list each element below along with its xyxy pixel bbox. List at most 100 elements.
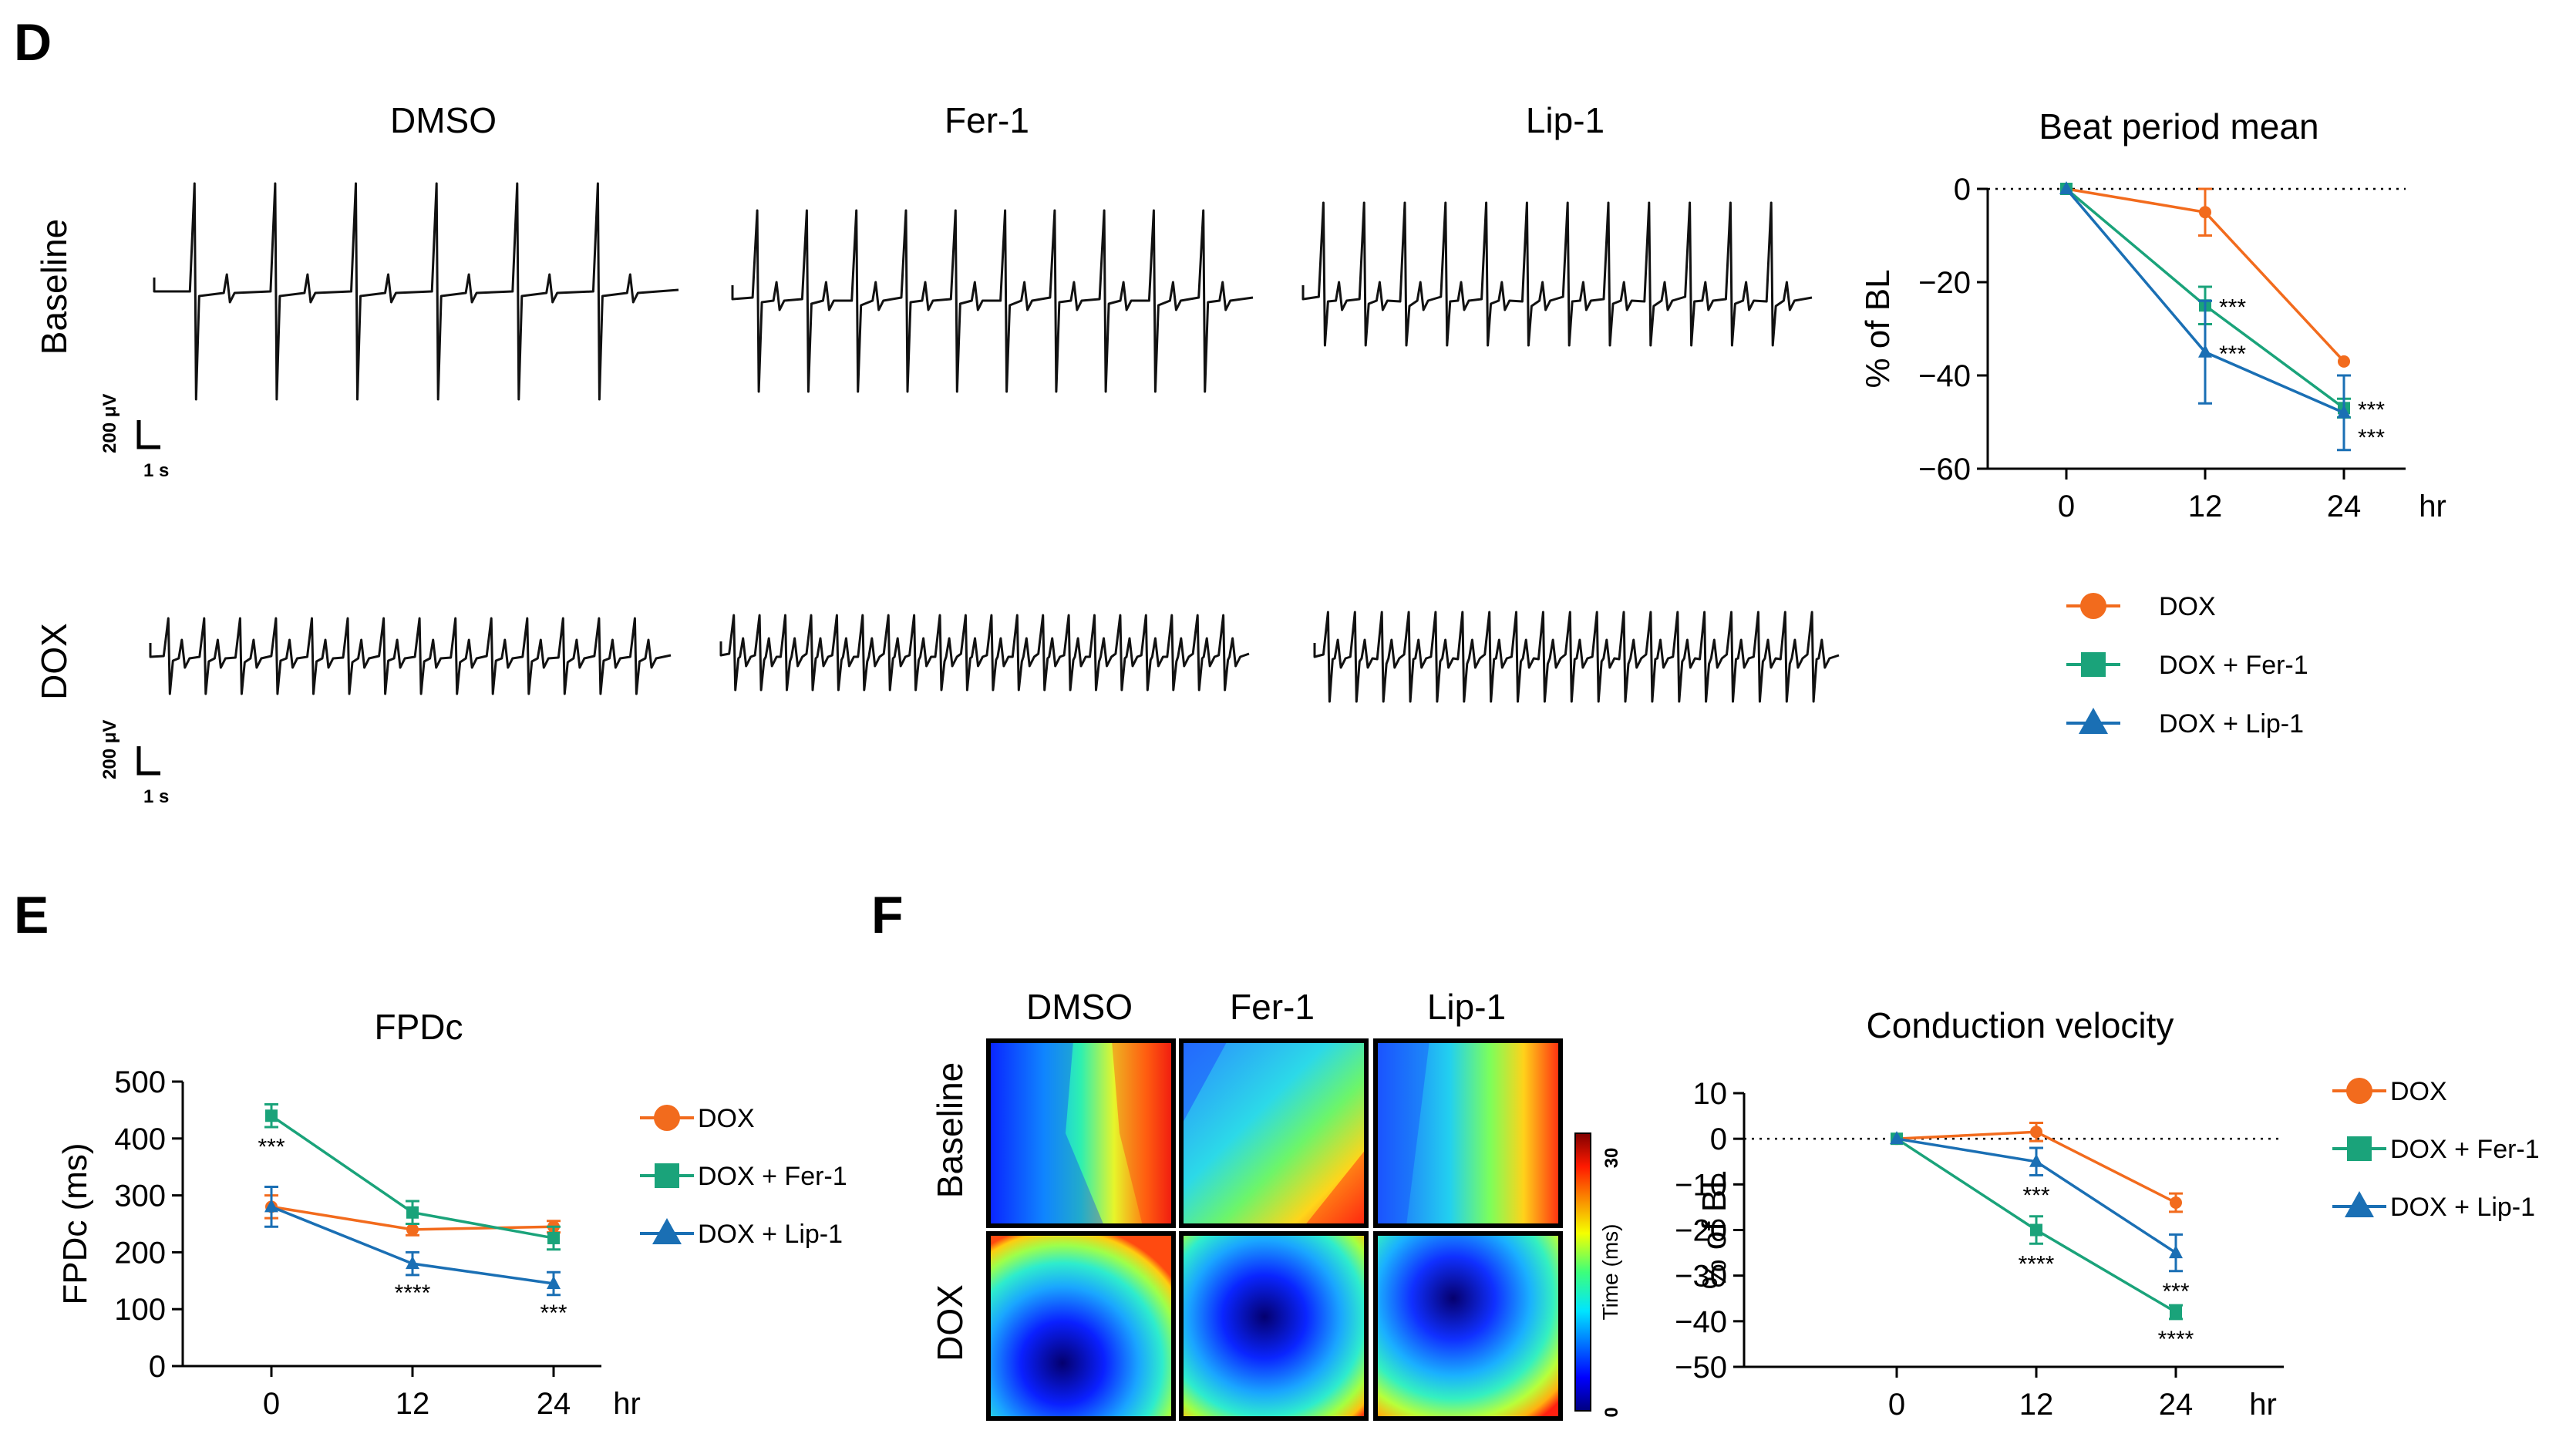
scale-voltage-label: 200 μV [99, 720, 120, 779]
x-tick-label: 12 [396, 1387, 430, 1421]
significance-label: **** [2019, 1251, 2055, 1277]
data-point [2030, 1126, 2042, 1139]
x-tick-label: 12 [2188, 490, 2223, 523]
series-dox-lip-1: *** *** [1890, 1131, 2190, 1304]
y-tick-label: 0 [1710, 1122, 1727, 1156]
legend-item: DOX + Fer-1 [2332, 1135, 2540, 1164]
heatmap-col-lip1: Lip-1 [1427, 987, 1506, 1027]
significance-label: *** [2219, 294, 2246, 320]
trace-baseline-lip1 [1301, 201, 1813, 347]
y-tick-label: −30 [1675, 1260, 1727, 1294]
panel-label-e: E [14, 886, 49, 944]
chart-title: FPDc [375, 1007, 463, 1047]
trace-dox-lip1 [1313, 611, 1840, 703]
legend-label: DOX [2390, 1077, 2447, 1106]
legend-marker [2345, 1191, 2374, 1217]
heatmap-row-dox: DOX [930, 1284, 970, 1361]
y-tick-label: −50 [1675, 1351, 1727, 1385]
heatmap-baseline-dmso [986, 1038, 1176, 1228]
y-tick-label: 0 [1954, 173, 1971, 207]
legend-marker [655, 1163, 679, 1188]
legend-marker [654, 1105, 680, 1131]
y-tick-label: −40 [1675, 1305, 1727, 1339]
data-point [406, 1206, 419, 1219]
y-tick-label: 100 [114, 1293, 166, 1327]
data-point [406, 1223, 419, 1236]
significance-label: *** [2358, 425, 2385, 450]
panel-label-f: F [871, 886, 904, 944]
legend-item: DOX + Lip-1 [2066, 708, 2304, 739]
trace-row-dox: DOX [34, 623, 74, 700]
y-tick-label: 500 [114, 1065, 166, 1099]
heatmap-col-fer1: Fer-1 [1230, 987, 1315, 1027]
x-axis-label: hr [2249, 1388, 2277, 1422]
legend-marker [2081, 652, 2106, 677]
data-point [2170, 1196, 2182, 1209]
series-dox-fer-1: *** *** [2060, 183, 2385, 422]
heatmap-colorbar: 30 0 Time (ms) [1574, 1132, 1622, 1418]
legend-label: DOX + Lip-1 [2159, 709, 2304, 739]
series-dox-lip-1: ******* [264, 1186, 567, 1326]
y-tick-label: 0 [149, 1350, 166, 1384]
x-tick-label: 0 [2058, 490, 2075, 523]
colorbar-min: 0 [1601, 1407, 1622, 1417]
y-tick-label: 400 [114, 1122, 166, 1156]
data-point [2169, 1245, 2183, 1259]
legend-item: DOX [2066, 592, 2216, 621]
heatmap-col-dmso: DMSO [1026, 987, 1133, 1027]
heatmap-dox-dmso [986, 1231, 1176, 1421]
chart-beat-period: Beat period mean 0 −20 −40 −60 % of BL 0 12 24 hr… [1859, 106, 2446, 739]
heatmap-row-baseline: Baseline [930, 1062, 970, 1198]
y-tick-label: −20 [1675, 1214, 1727, 1248]
y-tick-label: 300 [114, 1180, 166, 1213]
ecg-traces [149, 182, 1840, 703]
x-tick-label: 24 [2327, 490, 2362, 523]
legend-item: DOX [2332, 1077, 2447, 1106]
legend-marker [2079, 708, 2108, 734]
trace-col-fer1: Fer-1 [945, 100, 1029, 140]
legend-label: DOX + Lip-1 [698, 1220, 843, 1249]
significance-label: *** [2022, 1183, 2049, 1209]
trace-dox-dmso [149, 617, 672, 695]
data-point [2198, 344, 2212, 358]
series-dox-fer-1: *** [258, 1103, 561, 1251]
chart-conduction-velocity: Conduction velocity 10 0 −10 −20 −30 −40 −50 % o… [1675, 1005, 2540, 1422]
x-axis-label: hr [613, 1387, 641, 1421]
legend-label: DOX [698, 1104, 755, 1133]
data-point [2059, 181, 2073, 194]
scale-time-label: 1 s [143, 460, 169, 481]
data-point [406, 1256, 419, 1270]
heatmap-dox-lip1 [1373, 1231, 1563, 1421]
series-dox-fer-1: **** **** [1891, 1132, 2194, 1352]
x-tick-label: 24 [537, 1387, 571, 1421]
trace-row-baseline: Baseline [34, 219, 74, 355]
heatmap-dox-fer1 [1179, 1231, 1369, 1421]
panel-label-d: D [14, 13, 52, 72]
series-dox-lip-1: *** *** [2059, 181, 2385, 452]
significance-label: *** [2162, 1279, 2189, 1304]
legend-label: DOX + Fer-1 [2390, 1135, 2540, 1164]
colorbar-max: 30 [1601, 1148, 1622, 1169]
legend-item: DOX + Lip-1 [640, 1218, 843, 1249]
trace-baseline-dmso [153, 182, 679, 401]
legend-marker [2347, 1136, 2372, 1161]
significance-label: **** [395, 1281, 431, 1306]
legend-item: DOX + Fer-1 [640, 1162, 847, 1191]
data-point [2337, 405, 2351, 419]
y-axis-label: % of BL [1859, 269, 1897, 388]
x-tick-label: 12 [2019, 1388, 2054, 1422]
legend-label: DOX [2159, 592, 2216, 621]
data-point [1890, 1131, 1904, 1145]
y-axis-label: % of BL [1695, 1170, 1733, 1289]
trace-col-lip1: Lip-1 [1526, 100, 1605, 140]
data-point [265, 1109, 278, 1122]
y-tick-label: −10 [1675, 1168, 1727, 1202]
legend-marker [652, 1218, 682, 1244]
scale-bar-baseline: 200 μV 1 s [99, 394, 169, 481]
data-point [2338, 355, 2350, 368]
scale-bar-dox: 200 μV 1 s [99, 720, 169, 807]
y-tick-label: 10 [1693, 1077, 1728, 1111]
significance-label: *** [2358, 397, 2385, 422]
x-axis-label: hr [2419, 490, 2446, 523]
heatmap-baseline-fer1 [1179, 1038, 1369, 1228]
